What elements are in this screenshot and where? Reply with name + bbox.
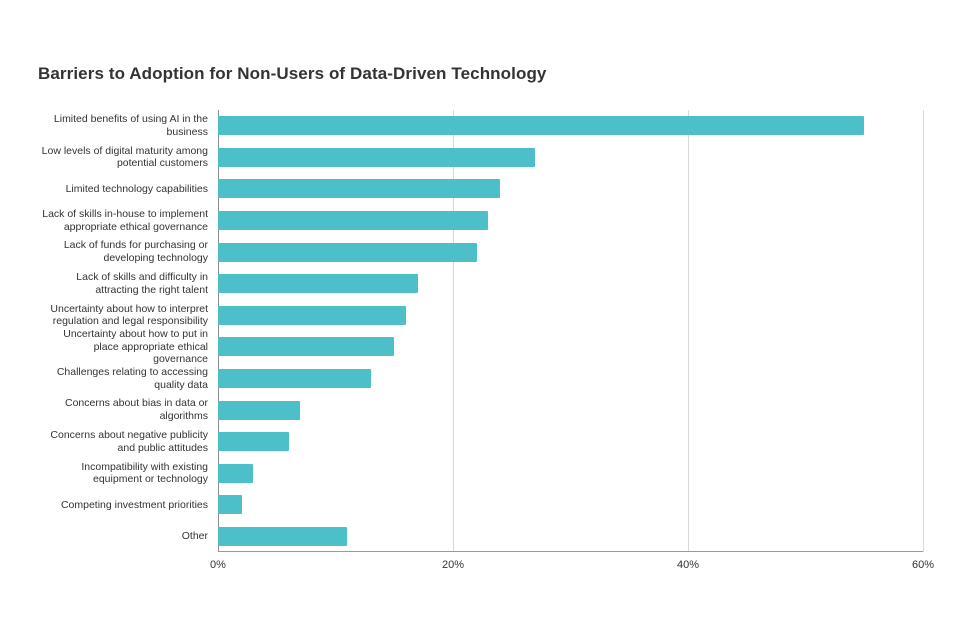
- x-axis-line: [218, 551, 923, 553]
- bar-row: Lack of skills in-house to implement app…: [38, 205, 923, 237]
- bar[interactable]: [218, 274, 418, 294]
- category-label: Concerns about bias in data or algorithm…: [64, 397, 208, 423]
- bar[interactable]: [218, 432, 289, 452]
- gridline: [688, 110, 689, 553]
- category-label: Lack of funds for purchasing or developi…: [63, 239, 208, 265]
- category-label: Challenges relating to accessing quality…: [56, 365, 208, 391]
- bar-row: Uncertainty about how to put in place ap…: [38, 327, 923, 366]
- category-label: Limited benefits of using AI in the busi…: [53, 113, 208, 138]
- bar-row: Lack of skills and difficulty in attract…: [38, 268, 923, 300]
- bar-track: [218, 463, 923, 483]
- bar-track: [218, 211, 923, 231]
- bar-row: Concerns about negative publicity and pu…: [38, 426, 923, 458]
- x-axis: 0% 20% 40% 60%: [210, 559, 934, 579]
- bar-track: [218, 369, 923, 389]
- category-label: Incompatibility with existing equipment …: [81, 460, 208, 486]
- category-label: Other: [181, 530, 208, 543]
- bar-track: [218, 147, 923, 167]
- bar-row: Incompatibility with existing equipment …: [38, 458, 923, 490]
- bar-track: [218, 305, 923, 325]
- bar-rows: Limited benefits of using AI in the busi…: [38, 110, 923, 552]
- bar-track: [218, 432, 923, 452]
- x-tick-label: 0%: [210, 559, 226, 572]
- bar-track: [218, 337, 923, 357]
- chart-title: Barriers to Adoption for Non-Users of Da…: [38, 64, 547, 83]
- bar[interactable]: [218, 369, 371, 389]
- bar[interactable]: [218, 495, 242, 515]
- bar-track: [218, 242, 923, 262]
- bar[interactable]: [218, 400, 301, 420]
- bar-row: Low levels of digital maturity among pot…: [38, 142, 923, 174]
- bar-track: [218, 116, 923, 136]
- gridline: [453, 110, 454, 553]
- category-label: Limited technology capabilities: [65, 182, 208, 195]
- bar-row: Limited benefits of using AI in the busi…: [38, 110, 923, 142]
- bar[interactable]: [218, 116, 865, 136]
- x-tick-label: 60%: [911, 559, 935, 572]
- bar-row: Competing investment priorities: [38, 489, 923, 521]
- bar-row: Other: [38, 521, 923, 553]
- bar-track: [218, 527, 923, 547]
- bar[interactable]: [218, 179, 500, 199]
- bar-row: Challenges relating to accessing quality…: [38, 363, 923, 395]
- bar-track: [218, 495, 923, 515]
- x-tick-label: 20%: [441, 559, 465, 572]
- bar[interactable]: [218, 305, 406, 325]
- category-label: Uncertainty about how to put in place ap…: [63, 327, 208, 366]
- bar-track: [218, 400, 923, 420]
- bar-row: Uncertainty about how to interpret regul…: [38, 300, 923, 332]
- category-label: Lack of skills in-house to implement app…: [42, 207, 208, 233]
- gridline: [923, 110, 924, 553]
- bar[interactable]: [218, 147, 536, 167]
- bar-track: [218, 179, 923, 199]
- bar[interactable]: [218, 527, 348, 547]
- plot-area: Limited benefits of using AI in the busi…: [38, 110, 924, 553]
- gridlines: [218, 110, 924, 553]
- category-label: Low levels of digital maturity among pot…: [41, 144, 208, 170]
- x-tick-label: 40%: [676, 559, 700, 572]
- bar-row: Lack of funds for purchasing or developi…: [38, 236, 923, 268]
- bar-track: [218, 274, 923, 294]
- category-label: Concerns about negative publicity and pu…: [50, 428, 208, 454]
- category-label: Lack of skills and difficulty in attract…: [76, 270, 208, 296]
- category-label: Competing investment priorities: [60, 498, 208, 511]
- category-label: Uncertainty about how to interpret regul…: [50, 302, 208, 328]
- bar-row: Limited technology capabilities: [38, 173, 923, 205]
- bar[interactable]: [218, 463, 254, 483]
- bar[interactable]: [218, 211, 489, 231]
- axis-zero-line: [218, 110, 219, 553]
- bar-row: Concerns about bias in data or algorithm…: [38, 394, 923, 426]
- bar[interactable]: [218, 337, 395, 357]
- bar[interactable]: [218, 242, 477, 262]
